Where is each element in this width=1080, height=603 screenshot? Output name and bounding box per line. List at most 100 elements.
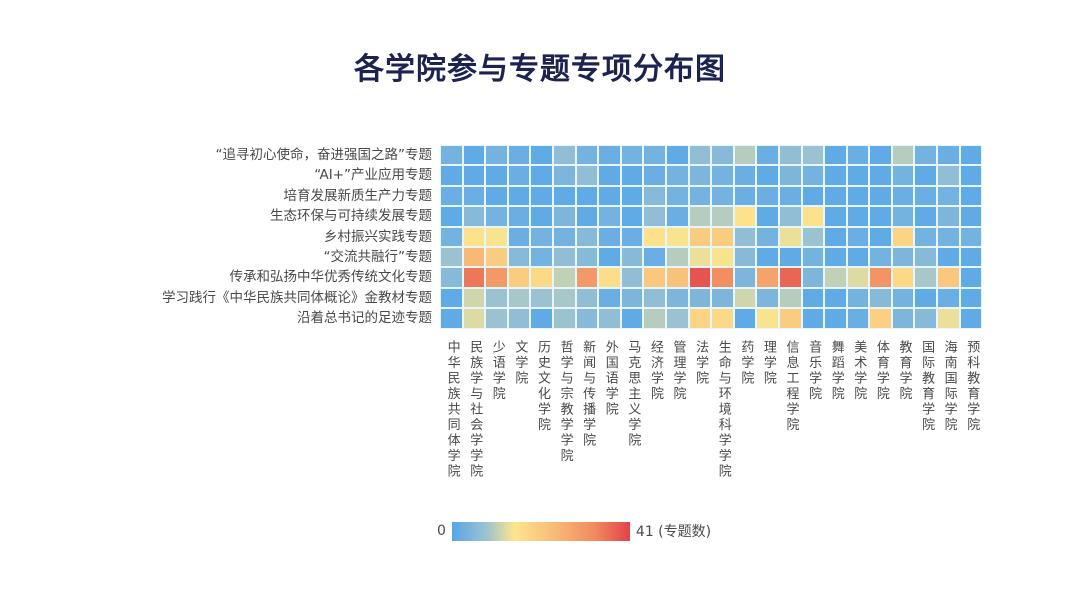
- row-label: 生态环保与可持续发展专题: [270, 208, 432, 225]
- heatmap-cell: [937, 165, 960, 186]
- heatmap-cell: [485, 145, 508, 166]
- heatmap-cell: [846, 246, 870, 268]
- heatmap-cell: [485, 165, 508, 186]
- heatmap-cell: [733, 267, 757, 288]
- column-label: 文学院: [512, 340, 528, 387]
- column-label: 历史文化学院: [534, 340, 550, 433]
- column-label: 外国语学院: [602, 340, 618, 418]
- heatmap-cell: [756, 246, 779, 268]
- heatmap-cell: [846, 206, 870, 227]
- heatmap-cell: [620, 246, 644, 268]
- heatmap-cell: [846, 165, 870, 186]
- heatmap-cell: [778, 206, 802, 227]
- heatmap-cell: [440, 185, 463, 207]
- column-label: 教育学院: [896, 340, 912, 402]
- heatmap-cell: [507, 267, 531, 288]
- heatmap-cell: [620, 308, 644, 329]
- heatmap-cell: [688, 165, 712, 186]
- heatmap-cell: [462, 145, 486, 166]
- heatmap-cell: [575, 267, 599, 288]
- heatmap-cell: [824, 206, 847, 227]
- heatmap-cell: [688, 226, 712, 247]
- heatmap-cell: [462, 206, 486, 227]
- heatmap-cell: [824, 185, 847, 207]
- heatmap-cell: [620, 206, 644, 227]
- heatmap-cell: [778, 246, 802, 268]
- heatmap-cell: [824, 226, 847, 247]
- heatmap-cell: [575, 308, 599, 329]
- heatmap-cell: [688, 308, 712, 329]
- heatmap-cell: [440, 267, 463, 288]
- column-label: 体育学院: [873, 340, 889, 402]
- heatmap-cell: [530, 185, 553, 207]
- heatmap-cell: [891, 206, 915, 227]
- heatmap-cell: [643, 246, 666, 268]
- heatmap-cell: [711, 185, 734, 207]
- column-label: 管理学院: [670, 340, 686, 402]
- row-label: 学习践行《中华民族共同体概论》金教材专题: [162, 289, 432, 306]
- heatmap-cell: [756, 206, 779, 227]
- heatmap-cell: [891, 226, 915, 247]
- heatmap-cell: [552, 185, 576, 207]
- column-label: 信息工程学院: [783, 340, 799, 433]
- row-label: 沿着总书记的足迹专题: [297, 310, 432, 327]
- heatmap-cell: [959, 226, 983, 247]
- heatmap-cell: [959, 165, 983, 186]
- heatmap-cell: [937, 145, 960, 166]
- heatmap-cell: [801, 165, 825, 186]
- heatmap-cell: [620, 267, 644, 288]
- heatmap-cell: [462, 287, 486, 309]
- heatmap-cell: [643, 165, 666, 186]
- heatmap-cell: [462, 246, 486, 268]
- heatmap-cell: [598, 308, 621, 329]
- heatmap-cell: [620, 226, 644, 247]
- heatmap-cell: [869, 226, 892, 247]
- heatmap-cell: [756, 145, 779, 166]
- heatmap-cell: [846, 185, 870, 207]
- heatmap-cell: [530, 246, 553, 268]
- heatmap-cell: [530, 145, 553, 166]
- heatmap-cell: [530, 267, 553, 288]
- heatmap-cell: [801, 308, 825, 329]
- heatmap-cell: [801, 145, 825, 166]
- color-legend: 0 41 (专题数): [437, 521, 711, 541]
- heatmap-cell: [959, 246, 983, 268]
- heatmap-cell: [665, 287, 689, 309]
- heatmap-cell: [959, 145, 983, 166]
- heatmap-cell: [891, 145, 915, 166]
- heatmap-cell: [869, 246, 892, 268]
- heatmap-cell: [575, 145, 599, 166]
- heatmap-cell: [552, 206, 576, 227]
- column-label: 法学院: [693, 340, 709, 387]
- heatmap-cell: [552, 287, 576, 309]
- heatmap-cell: [869, 145, 892, 166]
- heatmap-cell: [891, 267, 915, 288]
- heatmap-cell: [959, 206, 983, 227]
- heatmap-cell: [756, 165, 779, 186]
- heatmap-cell: [914, 267, 938, 288]
- heatmap-cell: [937, 226, 960, 247]
- column-label: 美术学院: [851, 340, 867, 402]
- heatmap-cell: [801, 267, 825, 288]
- heatmap-cell: [575, 165, 599, 186]
- heatmap-cell: [824, 145, 847, 166]
- row-labels: “追寻初心使命，奋进强国之路”专题 “AI+”产业应用专题 培育发展新质生产力专题生…: [60, 145, 432, 329]
- heatmap-cell: [778, 165, 802, 186]
- legend-color-bar: [451, 521, 630, 541]
- heatmap-cell: [733, 246, 757, 268]
- heatmap-cell: [891, 165, 915, 186]
- heatmap-cell: [869, 287, 892, 309]
- heatmap-cell: [530, 287, 553, 309]
- chart-title: 各学院参与专题专项分布图: [354, 52, 726, 87]
- row-label: “交流共融行”专题: [323, 248, 433, 265]
- heatmap-cell: [846, 308, 870, 329]
- heatmap-cell: [507, 226, 531, 247]
- heatmap-cell: [552, 165, 576, 186]
- heatmap-cell: [778, 145, 802, 166]
- column-label: 国际教育学院: [919, 340, 935, 433]
- heatmap-cell: [440, 287, 463, 309]
- heatmap-cell: [711, 165, 734, 186]
- heatmap-cell: [824, 287, 847, 309]
- column-label: 生命与环境科学学院: [715, 340, 731, 480]
- heatmap-cell: [620, 145, 644, 166]
